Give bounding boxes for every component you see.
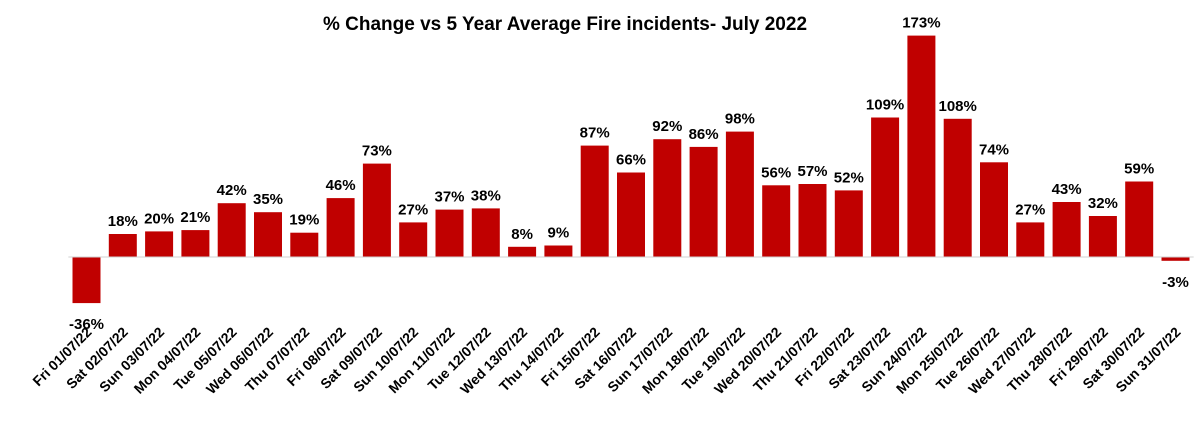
data-label-25: 108% — [939, 98, 977, 115]
data-labels-layer: -36% 18% 20% 21% 42% 35% 19% 46% 73% 27% 37% 38% 8% 9… — [69, 15, 1189, 334]
bar-17 — [653, 139, 682, 257]
data-label-18: 86% — [689, 126, 719, 143]
bar-16 — [617, 172, 645, 257]
bar-19 — [725, 131, 754, 257]
data-label-15: 87% — [580, 125, 610, 142]
data-label-26: 74% — [979, 141, 1009, 158]
bar-28 — [1052, 202, 1081, 257]
bars-layer — [72, 35, 1190, 304]
bar-30 — [1125, 181, 1154, 257]
data-label-22: 52% — [834, 169, 864, 186]
bar-26 — [980, 162, 1008, 257]
bar-31 — [1161, 257, 1190, 261]
data-label-30: 59% — [1124, 161, 1154, 178]
bar-21 — [798, 184, 827, 257]
bar-20 — [762, 185, 791, 257]
bar-22 — [834, 190, 863, 257]
data-label-27: 27% — [1015, 201, 1045, 218]
bar-7 — [290, 232, 319, 257]
bar-11 — [435, 209, 464, 257]
bar-12 — [471, 208, 500, 257]
bar-29 — [1088, 216, 1117, 257]
bar-10 — [399, 222, 428, 257]
data-label-8: 46% — [326, 177, 356, 194]
data-label-1: -36% — [69, 316, 104, 333]
data-label-11: 37% — [434, 189, 464, 206]
data-label-3: 20% — [144, 210, 174, 227]
data-label-4: 21% — [180, 209, 210, 226]
bar-24 — [907, 35, 936, 257]
bar-4 — [181, 230, 210, 257]
bar-14 — [544, 245, 573, 257]
chart-title: % Change vs 5 Year Average Fire incident… — [323, 14, 807, 35]
data-label-13: 8% — [511, 226, 533, 243]
data-label-31: -3% — [1162, 274, 1189, 291]
bar-23 — [871, 117, 900, 257]
data-label-10: 27% — [398, 201, 428, 218]
data-label-20: 56% — [761, 164, 791, 181]
data-label-21: 57% — [797, 163, 827, 180]
bar-8 — [326, 198, 355, 257]
bar-9 — [362, 163, 391, 257]
data-label-19: 98% — [725, 111, 755, 128]
data-label-24: 173% — [902, 15, 940, 32]
data-label-16: 66% — [616, 152, 646, 169]
bar-3 — [145, 231, 174, 257]
data-label-7: 19% — [289, 212, 319, 229]
data-label-2: 18% — [108, 213, 138, 230]
data-label-6: 35% — [253, 191, 283, 208]
data-label-23: 109% — [866, 97, 904, 114]
bar-18 — [689, 146, 718, 257]
bar-25 — [943, 118, 972, 257]
data-label-17: 92% — [652, 118, 682, 135]
data-label-9: 73% — [362, 143, 392, 160]
bar-27 — [1016, 222, 1045, 257]
bar-2 — [108, 234, 137, 257]
bar-15 — [580, 145, 609, 257]
bar-5 — [217, 203, 246, 257]
data-label-14: 9% — [548, 225, 570, 242]
data-label-12: 38% — [471, 187, 501, 204]
bar-6 — [254, 212, 282, 257]
bar-13 — [508, 246, 537, 257]
data-label-28: 43% — [1052, 181, 1082, 198]
data-label-5: 42% — [217, 182, 247, 199]
bar-1 — [72, 257, 101, 304]
data-label-29: 32% — [1088, 195, 1118, 212]
